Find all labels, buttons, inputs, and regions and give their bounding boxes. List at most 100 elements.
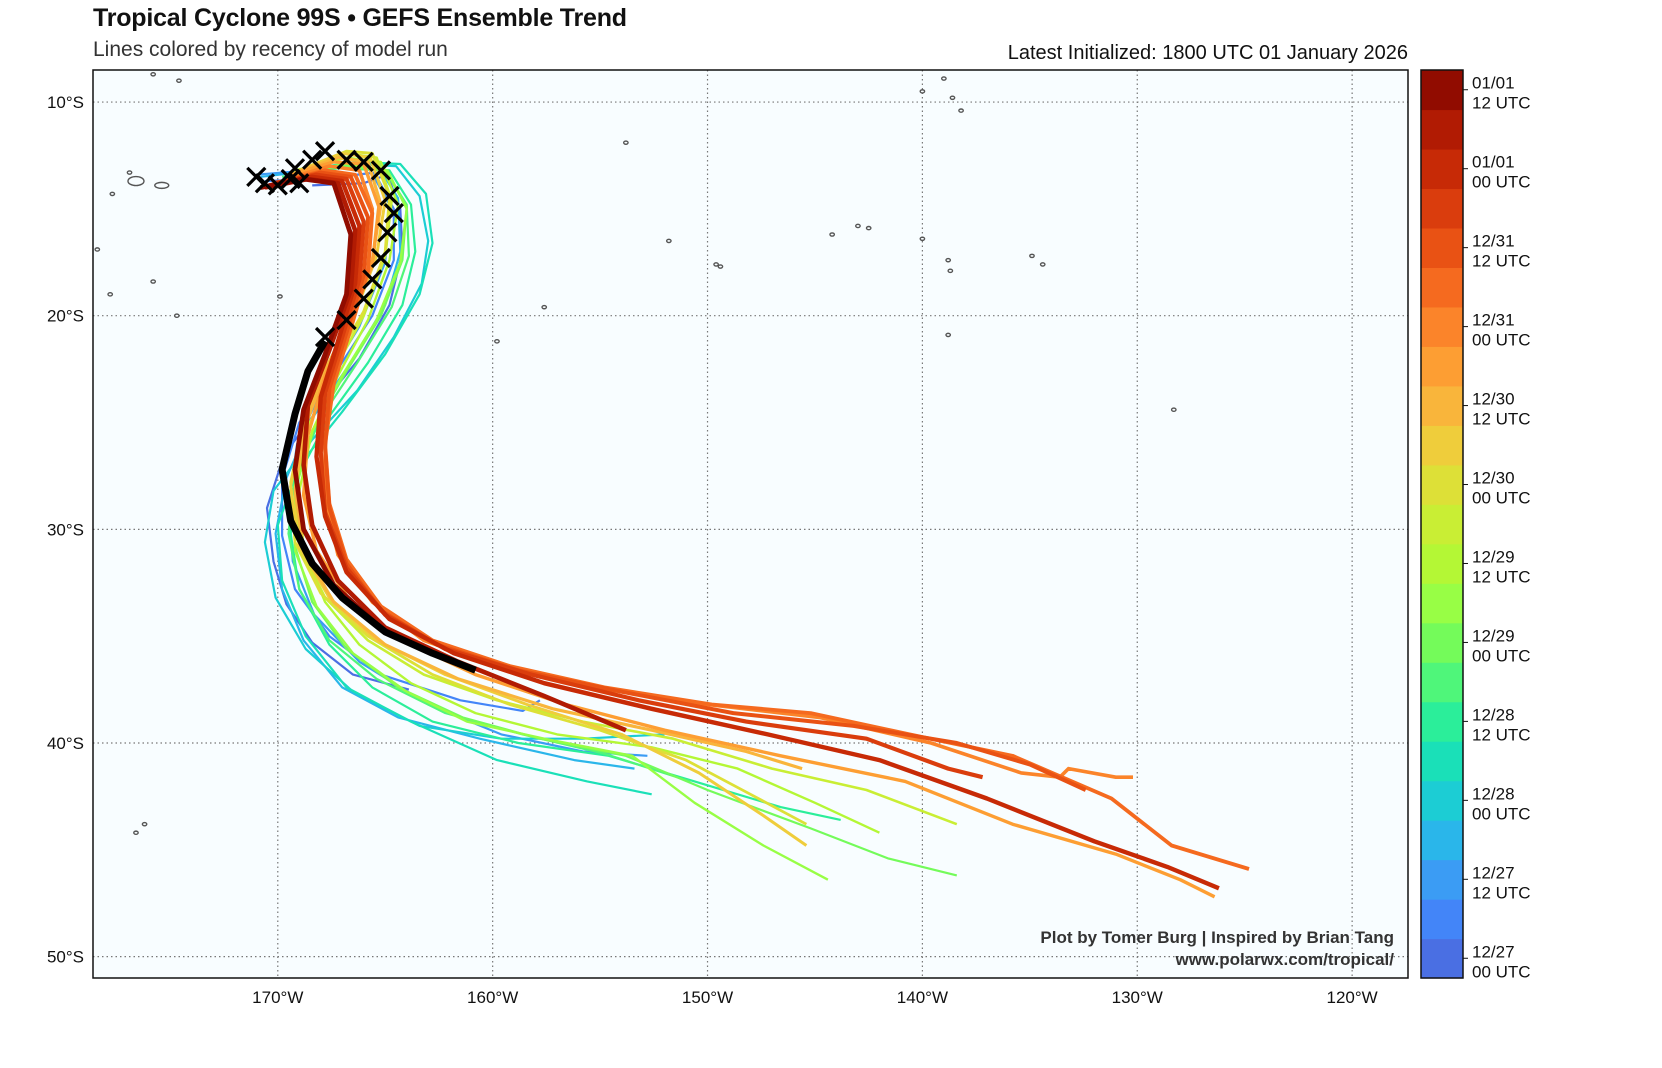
colorbar-label: 01/01 12 UTC <box>1472 74 1531 113</box>
colorbar-label: 12/31 00 UTC <box>1472 311 1531 350</box>
y-tick-label: 40°S <box>47 734 84 753</box>
colorbar-step <box>1421 306 1463 347</box>
colorbar: 12/27 00 UTC 12/27 12 UTC 12/28 00 UTC 12/28 12… <box>1420 69 1531 981</box>
x-tick-label: 150°W <box>682 988 733 1007</box>
x-axis-ticks: 170°W 160°W 150°W 140°W 130°W 120°W <box>252 988 1378 1007</box>
colorbar-step <box>1421 425 1463 466</box>
island-outline <box>945 257 952 263</box>
x-tick-label: 170°W <box>252 988 303 1007</box>
gridlines <box>93 70 1408 978</box>
island-outline <box>940 76 947 81</box>
ensemble-track-line <box>289 149 808 826</box>
island-outline <box>865 225 872 231</box>
past-position-x-marker <box>302 149 323 170</box>
island-outline <box>150 71 157 77</box>
colorbar-step <box>1421 109 1463 150</box>
island-outline <box>277 294 283 299</box>
past-position-x-marker <box>377 222 398 243</box>
island-outline <box>107 292 114 297</box>
island-outline <box>109 191 116 197</box>
colorbar-step <box>1421 227 1463 268</box>
island-outline <box>141 821 148 827</box>
colorbar-label: 12/27 00 UTC <box>1472 942 1531 981</box>
credit-line-1: Plot by Tomer Burg | Inspired by Brian T… <box>1040 928 1394 947</box>
colorbar-frame <box>1420 69 1464 979</box>
latest-track-line <box>278 339 477 674</box>
colorbar-step <box>1421 741 1463 782</box>
island-outline <box>1029 253 1035 259</box>
y-tick-label: 20°S <box>47 307 84 326</box>
colorbar-label: 12/27 12 UTC <box>1472 863 1531 902</box>
ensemble-track-line <box>290 162 829 881</box>
colorbar-step <box>1421 662 1463 703</box>
y-tick-label: 10°S <box>47 93 84 112</box>
y-tick-label: 50°S <box>47 948 84 967</box>
island-outline <box>958 108 964 113</box>
colorbar-label: 12/31 12 UTC <box>1472 232 1531 271</box>
past-position-x-marker <box>370 160 392 181</box>
past-position-x-marker <box>289 173 310 194</box>
colorbar-step <box>1421 622 1463 663</box>
colorbar-label: 12/30 00 UTC <box>1472 469 1531 508</box>
colorbar-step <box>1421 504 1463 545</box>
colorbar-label: 12/29 00 UTC <box>1472 626 1531 665</box>
credit-line-2: www.polarwx.com/tropical/ <box>1174 950 1394 969</box>
ensemble-track-line <box>268 174 1220 891</box>
island-outline <box>1039 262 1046 267</box>
ensemble-track-line <box>289 151 808 847</box>
past-position-x-marker <box>353 288 374 309</box>
island-outline <box>1170 407 1177 412</box>
colorbar-step <box>1421 385 1463 426</box>
island-outline <box>665 238 672 244</box>
island-outline <box>176 78 182 83</box>
past-position-x-marker <box>267 175 288 196</box>
colorbar-step <box>1421 938 1463 979</box>
colorbar-step <box>1421 543 1463 584</box>
x-tick-label: 160°W <box>467 988 518 1007</box>
island-outline <box>127 175 145 187</box>
past-position-x-marker <box>314 141 336 162</box>
island-outline <box>949 95 956 101</box>
x-tick-label: 140°W <box>897 988 948 1007</box>
island-outline <box>173 313 180 318</box>
island-outline <box>150 279 157 284</box>
colorbar-step <box>1421 148 1463 190</box>
island-outline <box>855 223 861 229</box>
colorbar-label: 01/01 00 UTC <box>1472 153 1531 192</box>
past-position-markers <box>246 141 404 348</box>
past-position-x-marker <box>284 158 306 179</box>
island-outline <box>945 332 952 338</box>
plot-frame <box>92 69 1409 979</box>
colorbar-step <box>1421 464 1463 505</box>
island-outline <box>126 170 133 175</box>
latest-track <box>278 339 477 674</box>
island-outline <box>919 89 926 94</box>
colorbar-step <box>1421 701 1463 742</box>
past-position-x-marker <box>336 309 357 331</box>
colorbar-label: 12/28 12 UTC <box>1472 705 1531 744</box>
colorbar-step <box>1421 780 1463 821</box>
past-position-x-marker <box>353 151 374 172</box>
colorbar-label: 12/30 12 UTC <box>1472 390 1531 429</box>
past-position-x-marker <box>379 185 400 207</box>
island-outline <box>94 247 101 252</box>
colorbar-step <box>1421 583 1463 624</box>
island-outline <box>494 339 500 344</box>
colorbar-label: 12/28 00 UTC <box>1472 784 1531 823</box>
island-outline <box>947 268 954 274</box>
ensemble-track-line <box>263 162 665 740</box>
island-outline <box>919 236 926 242</box>
colorbar-step <box>1421 859 1463 900</box>
colorbar-label: 12/29 12 UTC <box>1472 547 1531 586</box>
x-tick-label: 120°W <box>1327 988 1378 1007</box>
chart-title: Tropical Cyclone 99S • GEFS Ensemble Tre… <box>93 4 627 32</box>
island-outline <box>829 232 836 237</box>
y-tick-label: 30°S <box>47 520 84 539</box>
colorbar-step <box>1421 820 1463 861</box>
past-position-x-marker <box>383 203 404 224</box>
past-position-x-marker <box>370 247 392 269</box>
island-outlines <box>94 71 1177 836</box>
y-axis-ticks: 10°S 20°S 30°S 40°S 50°S <box>47 93 84 967</box>
past-position-x-marker <box>362 269 383 290</box>
